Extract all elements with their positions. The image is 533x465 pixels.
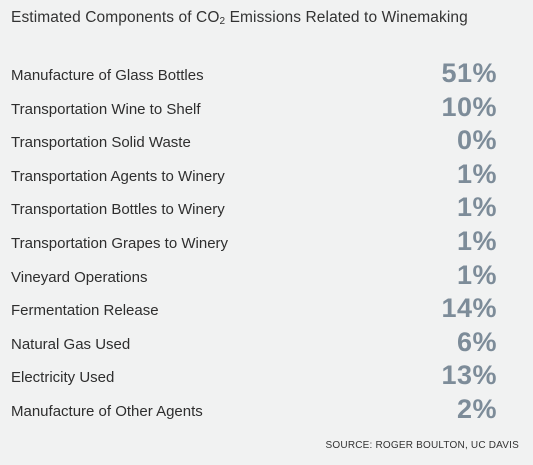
title-subscript: 2 — [219, 16, 226, 27]
table-row: Transportation Grapes to Winery 1% — [0, 226, 533, 260]
row-value: 2% — [456, 393, 497, 424]
row-value: 10% — [441, 91, 497, 122]
table-row: Transportation Bottles to Winery 1% — [0, 192, 533, 226]
row-value: 0% — [456, 125, 497, 156]
row-label: Transportation Agents to Winery — [11, 167, 225, 185]
row-label: Transportation Solid Waste — [11, 134, 191, 152]
title-rest: Emissions Related to Winemaking — [225, 9, 468, 26]
row-value: 1% — [456, 259, 497, 290]
source-note: SOURCE: ROGER BOULTON, UC DAVIS — [325, 440, 519, 451]
row-value: 13% — [441, 360, 497, 391]
table-row: Electricity Used 13% — [0, 360, 533, 394]
table-row: Fermentation Release 14% — [0, 293, 533, 327]
row-value: 1% — [456, 225, 497, 256]
row-label: Transportation Grapes to Winery — [11, 234, 229, 252]
row-label: Manufacture of Other Agents — [11, 402, 203, 420]
row-label: Transportation Wine to Shelf — [11, 100, 201, 118]
table-row: Natural Gas Used 6% — [0, 327, 533, 361]
table-row: Manufacture of Other Agents 2% — [0, 394, 533, 428]
table-row: Vineyard Operations 1% — [0, 260, 533, 294]
table-row: Transportation Wine to Shelf 10% — [0, 92, 533, 126]
table-row: Manufacture of Glass Bottles 51% — [0, 58, 533, 92]
chart-title: Estimated Components of CO2 Emissions Re… — [11, 9, 468, 27]
row-label: Vineyard Operations — [11, 268, 148, 286]
row-value: 51% — [441, 58, 497, 88]
row-value: 1% — [456, 158, 497, 189]
table-row: Transportation Agents to Winery 1% — [0, 159, 533, 193]
row-label: Fermentation Release — [11, 302, 159, 320]
row-label: Transportation Bottles to Winery — [11, 201, 225, 219]
emissions-table: Manufacture of Glass Bottles 51% Transport… — [0, 58, 533, 428]
row-label: Manufacture of Glass Bottles — [11, 67, 204, 84]
row-label: Natural Gas Used — [11, 335, 131, 353]
row-value: 14% — [441, 293, 497, 324]
title-main: Estimated Components of CO — [11, 9, 220, 26]
row-label: Electricity Used — [11, 369, 115, 387]
row-value: 1% — [456, 192, 497, 223]
table-row: Transportation Solid Waste 0% — [0, 125, 533, 159]
row-value: 6% — [456, 326, 497, 357]
